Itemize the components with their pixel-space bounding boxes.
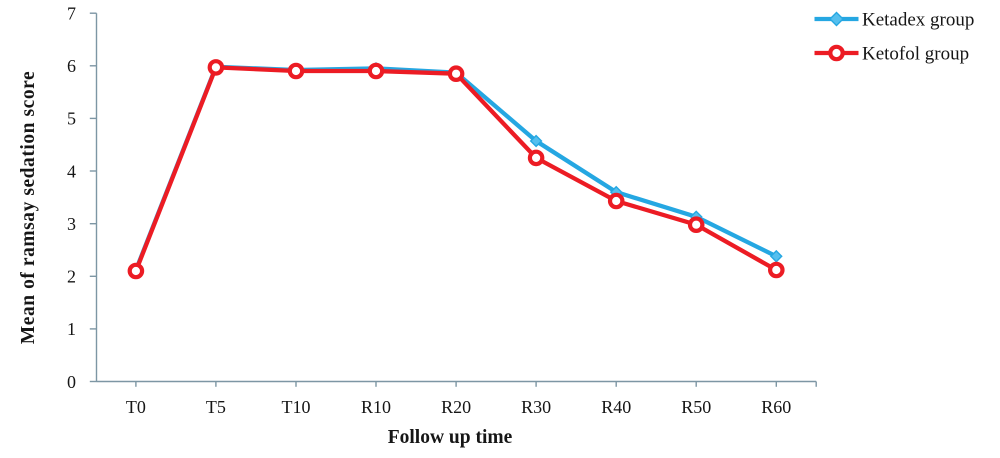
svg-text:Mean of ramsay sedation score: Mean of ramsay sedation score xyxy=(18,71,39,344)
svg-text:T5: T5 xyxy=(206,397,226,417)
svg-text:Ketofol group: Ketofol group xyxy=(862,44,969,65)
svg-text:T0: T0 xyxy=(126,397,146,417)
svg-text:R10: R10 xyxy=(361,397,391,417)
svg-text:0: 0 xyxy=(67,372,76,392)
svg-text:R40: R40 xyxy=(601,397,631,417)
svg-text:6: 6 xyxy=(67,56,76,76)
svg-text:4: 4 xyxy=(67,161,76,181)
svg-text:7: 7 xyxy=(67,4,76,24)
svg-text:Follow up time: Follow up time xyxy=(388,427,513,448)
svg-text:R60: R60 xyxy=(761,397,791,417)
svg-text:R30: R30 xyxy=(521,397,551,417)
svg-text:3: 3 xyxy=(67,214,76,234)
svg-text:R50: R50 xyxy=(681,397,711,417)
svg-text:1: 1 xyxy=(67,319,76,339)
svg-text:5: 5 xyxy=(67,109,76,129)
svg-text:2: 2 xyxy=(67,267,76,287)
svg-text:T10: T10 xyxy=(282,397,311,417)
svg-text:Ketadex group: Ketadex group xyxy=(862,10,974,31)
svg-text:R20: R20 xyxy=(441,397,471,417)
